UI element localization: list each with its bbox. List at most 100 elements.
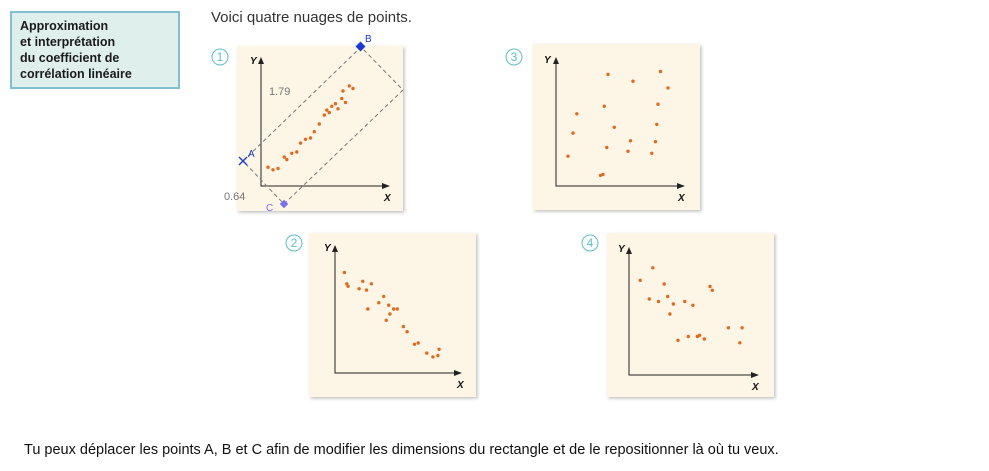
scatter-point bbox=[691, 303, 695, 307]
plot-1-axes bbox=[260, 58, 388, 187]
scatter-point bbox=[650, 151, 654, 155]
handle-c[interactable]: C bbox=[266, 199, 289, 214]
scatter-point bbox=[698, 333, 702, 337]
plot-3-background bbox=[533, 44, 700, 210]
plot-2-number: 2 bbox=[291, 236, 298, 250]
lesson-title-line-1: Approximation bbox=[20, 19, 109, 33]
scatter-plot-4: 4 Y X bbox=[581, 233, 774, 397]
scatter-point bbox=[666, 86, 670, 90]
instructions-text: Tu peux déplacer les points A, B et C af… bbox=[24, 442, 779, 458]
plot-1-background bbox=[237, 46, 403, 211]
scatter-point bbox=[575, 112, 579, 116]
plot-3-points bbox=[566, 69, 670, 178]
plot-1-number-badge: 1 bbox=[211, 48, 229, 66]
scatter-point bbox=[266, 165, 270, 169]
scatter-point bbox=[655, 122, 659, 127]
plot-1-x-label: X bbox=[383, 193, 392, 204]
scatter-point bbox=[308, 136, 313, 140]
plot-4-background bbox=[607, 233, 774, 397]
scatter-point bbox=[740, 326, 744, 330]
scatter-point bbox=[377, 301, 381, 305]
handle-a[interactable]: A bbox=[238, 149, 255, 166]
scatter-point bbox=[437, 347, 441, 351]
scatter-point bbox=[405, 330, 409, 334]
scatter-point bbox=[631, 79, 635, 83]
plot-4-y-arrow bbox=[626, 247, 632, 254]
scatter-point bbox=[342, 270, 347, 275]
scatter-point bbox=[357, 287, 361, 291]
scatter-point bbox=[285, 157, 289, 162]
draggable-rectangle[interactable] bbox=[242, 46, 404, 205]
scatter-point bbox=[628, 139, 633, 143]
scatter-point bbox=[566, 154, 570, 158]
plot-2-background bbox=[309, 233, 476, 397]
scatter-point bbox=[364, 288, 369, 292]
scatter-point bbox=[612, 125, 616, 129]
scatter-point bbox=[416, 341, 420, 345]
lesson-title-line-4: corrélation linéaire bbox=[20, 67, 132, 81]
scatter-point bbox=[668, 312, 672, 316]
scatter-point bbox=[662, 282, 666, 286]
scatter-point bbox=[271, 168, 275, 172]
scatter-point bbox=[366, 307, 370, 311]
scatter-point bbox=[658, 69, 663, 74]
scatter-point bbox=[303, 137, 308, 141]
plot-3-y-label: Y bbox=[544, 55, 552, 66]
plot-4-axes bbox=[628, 248, 757, 376]
plot-2-y-arrow bbox=[332, 245, 338, 252]
plot-2-axes bbox=[334, 246, 460, 374]
handle-c-label: C bbox=[266, 203, 273, 214]
scatter-point bbox=[738, 341, 742, 345]
scatter-point bbox=[361, 279, 365, 283]
scatter-point bbox=[683, 299, 687, 304]
lesson-title-line-3: du coefficient de bbox=[20, 51, 120, 65]
scatter-point bbox=[708, 284, 712, 289]
plot-1-x-arrow bbox=[382, 183, 390, 189]
scatter-point bbox=[298, 141, 303, 145]
scatter-plot-1: 1 Y X 1.79 0.64 A B C bbox=[211, 34, 404, 214]
scatter-point bbox=[351, 86, 355, 91]
scatter-point bbox=[333, 102, 338, 106]
plot-4-y-label: Y bbox=[618, 244, 626, 255]
scatter-point bbox=[322, 113, 326, 117]
plot-4-x-label: X bbox=[751, 382, 760, 393]
scatter-point bbox=[653, 140, 658, 144]
scatter-plot-2: 2 Y X bbox=[285, 233, 476, 397]
scatter-point bbox=[671, 302, 676, 306]
plot-3-axes bbox=[555, 58, 683, 187]
rectangle-height-label: 0.64 bbox=[224, 191, 245, 203]
scatter-point bbox=[656, 102, 660, 106]
scatter-point bbox=[626, 149, 630, 153]
plot-2-number-badge: 2 bbox=[285, 234, 303, 252]
scatter-point bbox=[387, 303, 391, 307]
plot-2-x-arrow bbox=[454, 370, 462, 376]
plot-3-number: 3 bbox=[511, 50, 518, 64]
scatter-point bbox=[638, 278, 642, 282]
plot-2-y-label: Y bbox=[324, 243, 332, 254]
scatter-point bbox=[726, 326, 731, 330]
scatter-point bbox=[347, 84, 351, 88]
scatter-point bbox=[601, 172, 605, 177]
scatter-point bbox=[425, 351, 429, 355]
scatter-point bbox=[282, 155, 286, 159]
handle-c-diamond-icon[interactable] bbox=[279, 199, 289, 209]
scatter-point bbox=[647, 297, 651, 301]
scatter-point bbox=[327, 110, 331, 115]
plot-3-number-badge: 3 bbox=[505, 48, 523, 66]
plot-3-x-arrow bbox=[677, 183, 685, 189]
scatter-point bbox=[666, 294, 670, 299]
scatter-point bbox=[340, 96, 344, 101]
handle-a-label: A bbox=[248, 149, 255, 160]
scatter-point bbox=[702, 337, 706, 341]
handle-a-cross-icon[interactable] bbox=[238, 156, 248, 166]
scatter-point bbox=[382, 294, 386, 299]
scatter-point bbox=[431, 355, 435, 359]
scatter-point bbox=[395, 307, 399, 311]
plot-1-y-label: Y bbox=[250, 56, 258, 67]
lesson-title-line-2: et interprétation bbox=[20, 35, 116, 49]
scatter-point bbox=[384, 318, 388, 322]
handle-b-label: B bbox=[365, 34, 372, 45]
scatter-point bbox=[602, 104, 606, 108]
scatter-point bbox=[686, 334, 690, 339]
